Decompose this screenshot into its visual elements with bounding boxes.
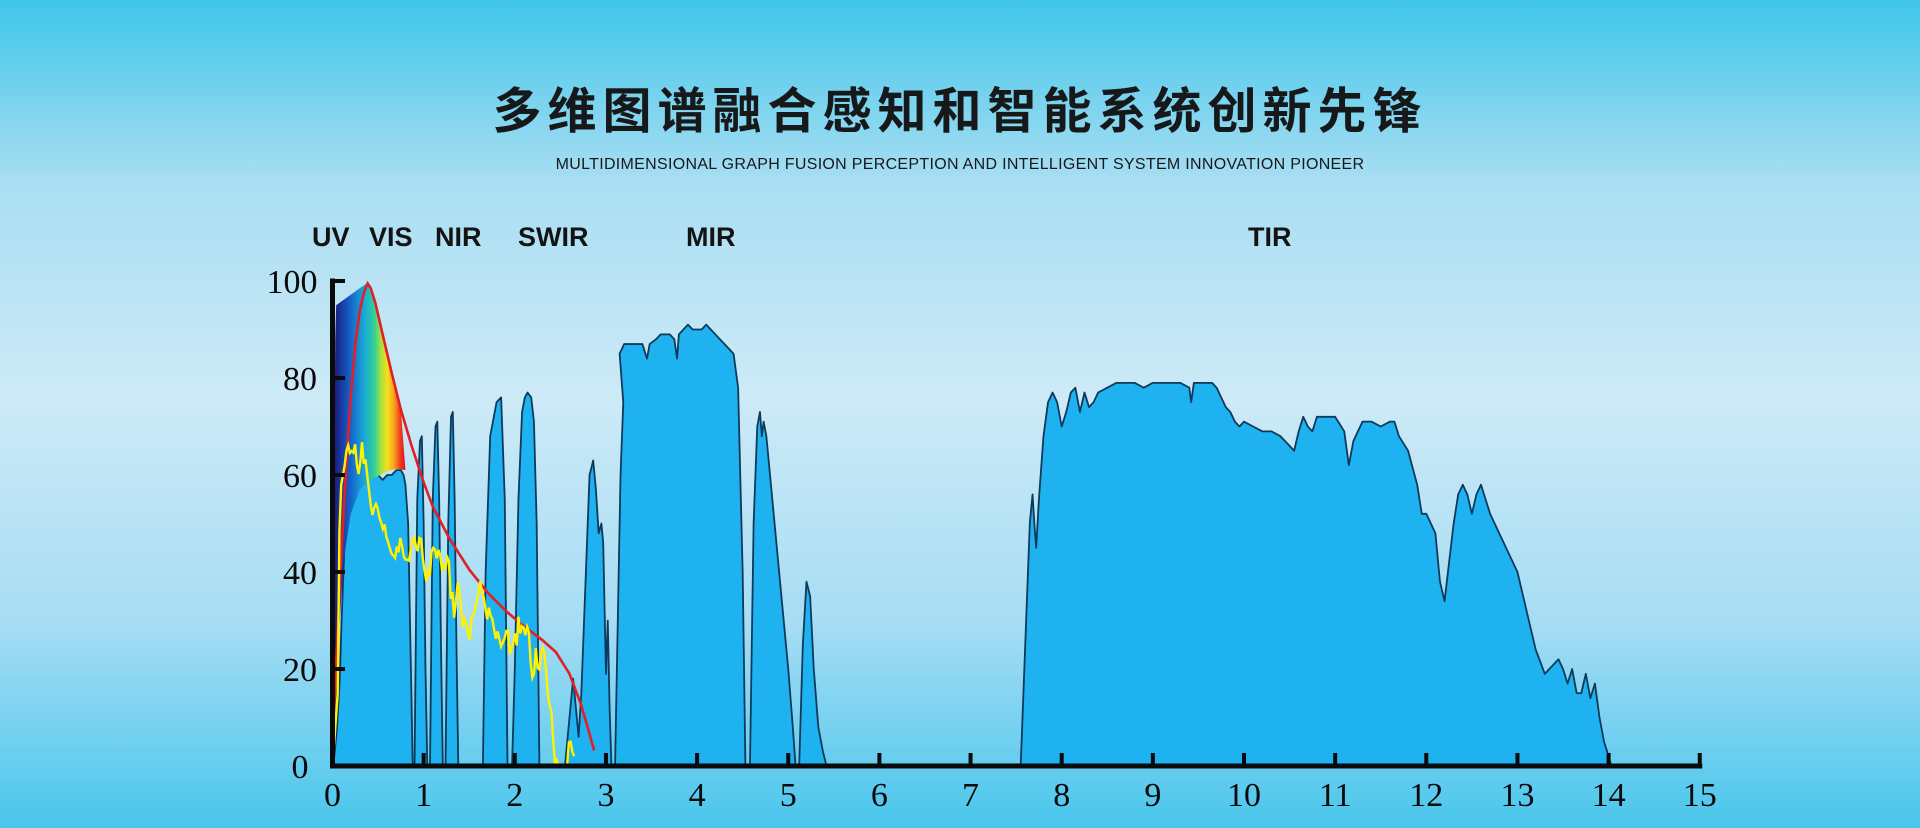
svg-text:9: 9 — [1144, 777, 1161, 814]
svg-text:13: 13 — [1500, 777, 1534, 814]
svg-text:11: 11 — [1319, 777, 1352, 814]
svg-text:14: 14 — [1592, 777, 1626, 814]
svg-text:1: 1 — [415, 777, 432, 814]
svg-text:0: 0 — [292, 749, 309, 786]
svg-text:80: 80 — [283, 361, 317, 398]
svg-text:100: 100 — [267, 264, 318, 301]
svg-text:12: 12 — [1409, 777, 1443, 814]
svg-text:60: 60 — [283, 458, 317, 495]
svg-text:0: 0 — [324, 777, 341, 814]
svg-text:6: 6 — [871, 777, 888, 814]
svg-text:3: 3 — [597, 777, 614, 814]
svg-text:8: 8 — [1053, 777, 1070, 814]
svg-text:40: 40 — [283, 555, 317, 592]
svg-text:20: 20 — [283, 652, 317, 689]
svg-text:4: 4 — [689, 777, 706, 814]
svg-text:15: 15 — [1683, 777, 1717, 814]
svg-text:10: 10 — [1227, 777, 1261, 814]
svg-text:5: 5 — [780, 777, 797, 814]
svg-text:2: 2 — [506, 777, 523, 814]
svg-text:7: 7 — [962, 777, 979, 814]
